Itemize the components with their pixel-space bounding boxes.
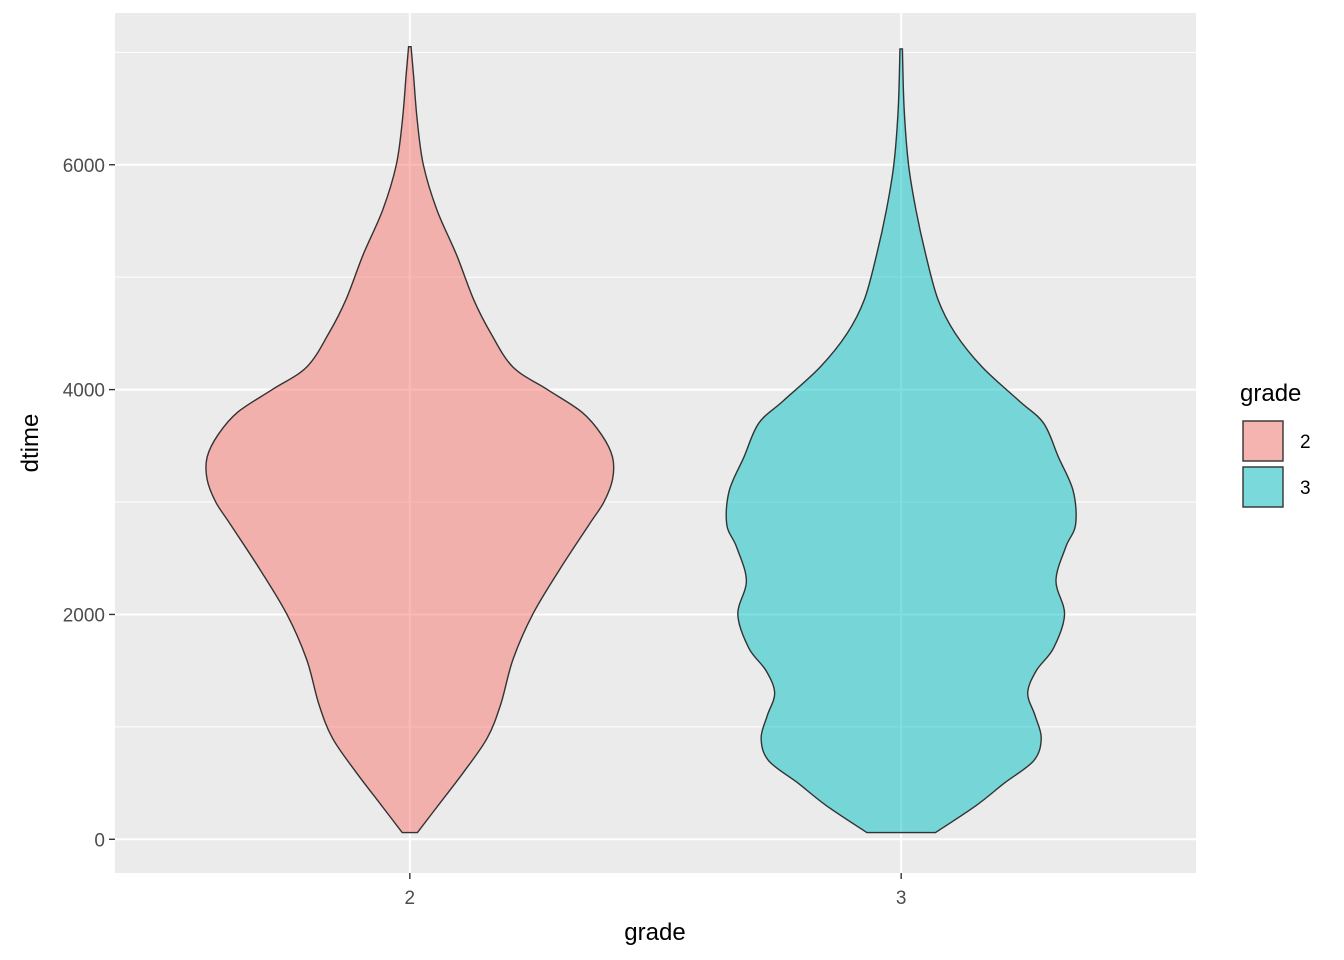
violin-layer (205, 46, 1077, 834)
legend-key-grade-3 (1242, 466, 1284, 508)
violin-grade-2 (205, 46, 615, 834)
legend-label: 3 (1300, 478, 1311, 499)
x-axis-title: grade (624, 919, 685, 946)
violin-grade-3 (725, 48, 1077, 834)
legend-key-grade-2 (1242, 420, 1284, 462)
legend: grade 2 3 (1240, 380, 1311, 508)
y-tick-label: 4000 (63, 381, 105, 402)
y-tick-label: 6000 (63, 156, 105, 177)
x-tick-label: 3 (896, 888, 907, 909)
y-tick-label: 0 (94, 830, 105, 851)
legend-title: grade (1240, 380, 1301, 407)
y-axis: 0 2000 4000 6000 (63, 156, 115, 851)
x-tick-label: 2 (405, 888, 416, 909)
y-tick-label: 2000 (63, 605, 105, 626)
y-axis-title: dtime (17, 414, 44, 473)
legend-label: 2 (1300, 432, 1311, 453)
